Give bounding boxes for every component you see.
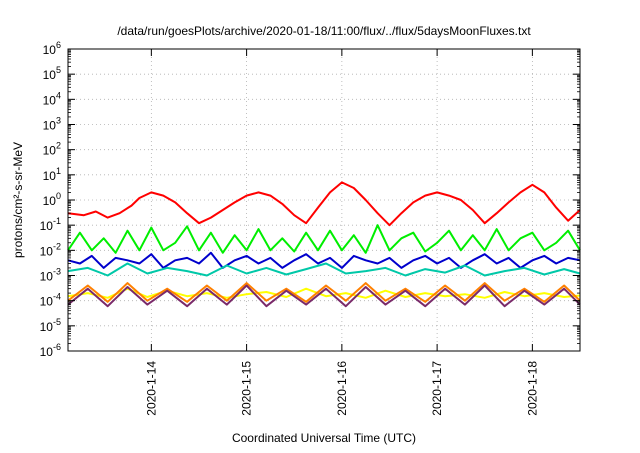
- series-layer: [67, 181, 581, 308]
- y-tick-label: 10-2: [40, 241, 61, 258]
- x-axis-label: Coordinated Universal Time (UTC): [232, 431, 416, 445]
- axis-layer: 10-6 10-5 10-4 10-3 10-2 10-1 100 101 102 103 104 1…: [40, 40, 580, 416]
- y-tick-label: 10-6: [40, 342, 61, 359]
- x-tick-label: 2020-1-18: [525, 361, 539, 416]
- y-axis-label: protons/cm²-s-sr-MeV: [11, 142, 25, 258]
- x-tick-label: 2020-1-15: [240, 361, 254, 416]
- y-tick-label: 100: [43, 191, 61, 208]
- y-tick-label: 101: [43, 166, 61, 183]
- x-tick-label: 2020-1-16: [335, 361, 349, 416]
- chart-title: /data/run/goesPlots/archive/2020-01-18/1…: [117, 24, 531, 38]
- y-tick-label: 103: [43, 116, 61, 133]
- y-tick-label: 10-3: [40, 267, 61, 284]
- series-line: [67, 284, 581, 308]
- y-tick-label: 106: [43, 40, 61, 57]
- series-line: [67, 282, 581, 303]
- series-line: [67, 181, 581, 227]
- y-tick-label: 104: [43, 90, 61, 107]
- y-tick-label: 10-1: [40, 216, 61, 233]
- series-line: [67, 262, 581, 277]
- x-tick-label: 2020-1-17: [430, 361, 444, 416]
- x-tick-label: 2020-1-14: [144, 361, 158, 416]
- y-tick-label: 10-4: [40, 292, 61, 309]
- y-tick-label: 105: [43, 65, 61, 82]
- series-line: [67, 224, 581, 254]
- series-line: [67, 251, 581, 269]
- y-tick-label: 102: [43, 141, 61, 158]
- y-tick-label: 10-5: [40, 317, 61, 334]
